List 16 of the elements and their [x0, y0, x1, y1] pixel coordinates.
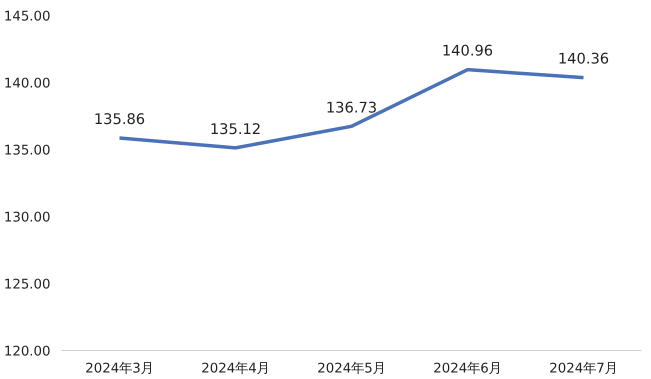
y-tick-label: 140.00	[4, 76, 51, 92]
y-tick-label: 135.00	[4, 144, 51, 158]
text: 135.86	[94, 110, 146, 128]
x-tick-label: 2024年3月	[85, 362, 154, 376]
x-tick-label: 2024年5月	[317, 362, 386, 376]
text: 140.36	[558, 50, 610, 68]
x-tick-label: 2024年7月	[549, 362, 618, 376]
x-tick-label: 2024年6月	[433, 362, 502, 376]
y-tick-label: 130.00	[4, 210, 51, 226]
y-tick-label: 120.00	[4, 344, 51, 360]
y-tick-label: 145.00	[4, 10, 51, 24]
text: 136.73	[326, 99, 378, 116]
x-tick-label: 2024年4月	[201, 362, 270, 376]
text: 140.96	[442, 42, 494, 60]
text: 135.12	[210, 120, 262, 138]
y-tick-label: 125.00	[4, 278, 51, 292]
